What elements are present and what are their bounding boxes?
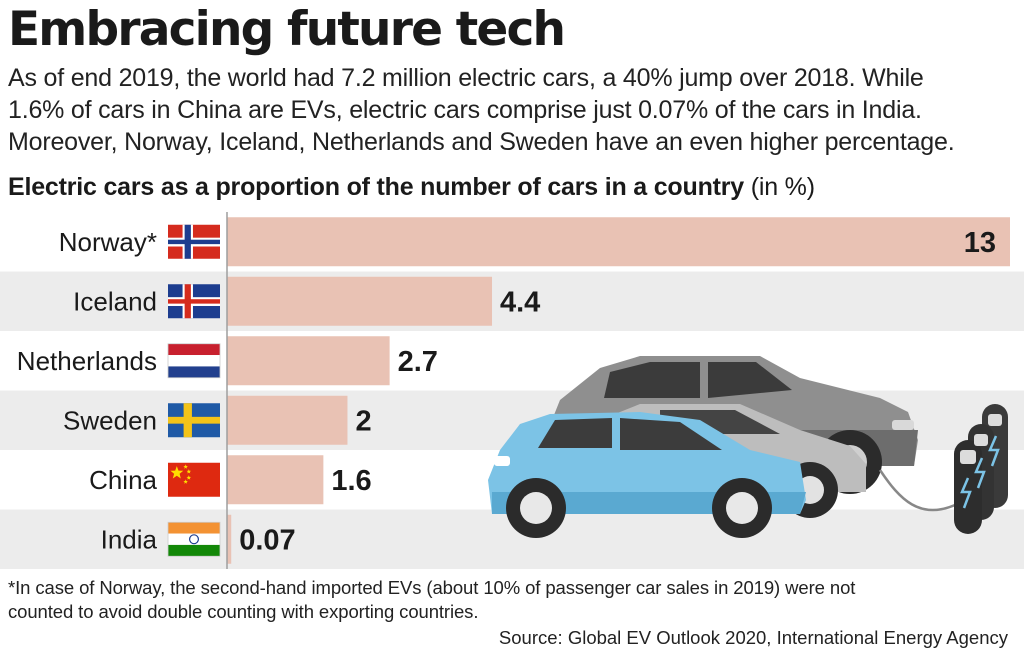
value-label: 13 xyxy=(964,227,996,259)
value-label: 0.07 xyxy=(239,524,295,556)
category-label: Iceland xyxy=(73,286,157,316)
flags xyxy=(167,224,221,557)
bar xyxy=(227,336,390,386)
source-note: Source: Global EV Outlook 2020, Internat… xyxy=(498,627,1008,648)
bar xyxy=(227,455,324,505)
footnote-line: counted to avoid double counting with ex… xyxy=(8,601,479,622)
subtitle-line: Moreover, Norway, Iceland, Netherlands a… xyxy=(8,128,955,156)
bars xyxy=(227,217,1010,564)
value-labels: 13 4.4 2.7 2 1.6 0.07 xyxy=(239,227,996,557)
footnote: *In case of Norway, the second-hand impo… xyxy=(8,576,1018,624)
category-label: Norway* xyxy=(59,227,157,257)
category-label: Netherlands xyxy=(17,346,157,376)
subtitle-line: 1.6% of cars in China are EVs, electric … xyxy=(8,96,922,124)
subtitle: As of end 2019, the world had 7.2 millio… xyxy=(8,62,1018,158)
footnote-line: *In case of Norway, the second-hand impo… xyxy=(8,577,856,598)
page-title: Embracing future tech xyxy=(8,2,566,57)
value-label: 4.4 xyxy=(500,286,540,318)
value-label: 2 xyxy=(355,405,371,437)
china-flag-icon xyxy=(168,462,220,497)
category-labels: Norway* Iceland Netherlands Sweden China Indi… xyxy=(17,227,158,555)
india-flag-icon xyxy=(167,521,221,557)
value-label: 1.6 xyxy=(331,465,371,497)
charging-stations xyxy=(878,404,1008,534)
category-label: China xyxy=(89,465,157,495)
chart-unit: (in %) xyxy=(750,173,815,201)
iceland-flag-icon xyxy=(168,284,220,319)
bar xyxy=(227,217,1010,267)
subtitle-line: As of end 2019, the world had 7.2 millio… xyxy=(8,64,924,92)
category-label: India xyxy=(101,524,158,554)
category-label: Sweden xyxy=(63,405,157,435)
bar xyxy=(227,514,232,564)
chart-title: Electric cars as a proportion of the num… xyxy=(8,173,744,201)
bar xyxy=(227,395,348,445)
norway-flag-icon xyxy=(168,224,220,259)
ev-illustration xyxy=(488,356,1008,538)
blue-car xyxy=(488,412,806,538)
chart-title-block: Electric cars as a proportion of the num… xyxy=(8,173,815,202)
netherlands-flag-icon xyxy=(167,343,221,379)
sweden-flag-icon xyxy=(168,403,220,438)
value-label: 2.7 xyxy=(398,346,438,378)
bar xyxy=(227,276,493,326)
